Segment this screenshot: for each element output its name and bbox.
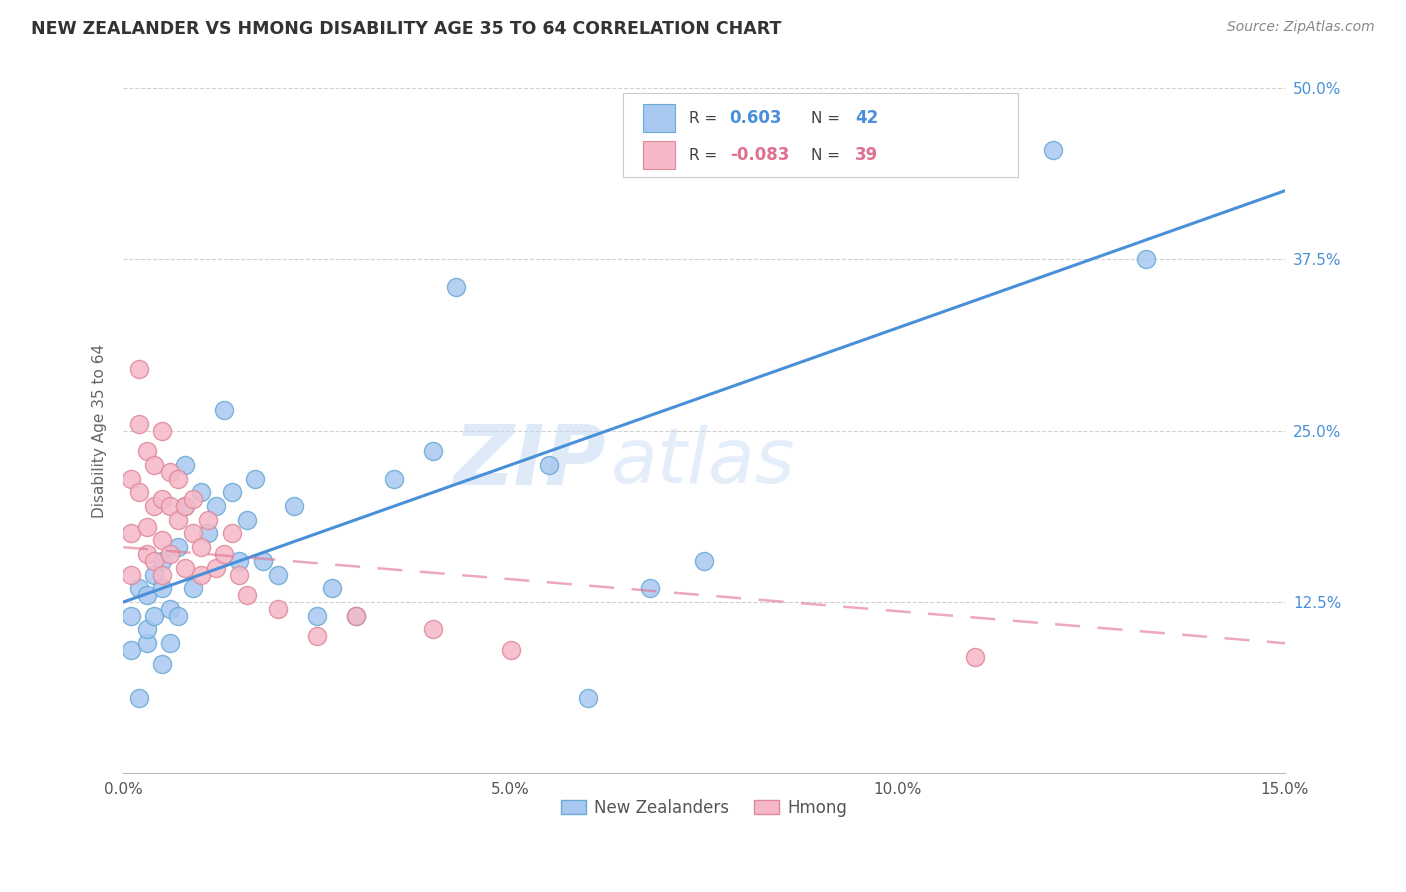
Point bbox=[422, 623, 444, 637]
Point bbox=[174, 458, 197, 472]
Point bbox=[243, 472, 266, 486]
Text: ZIP: ZIP bbox=[453, 421, 606, 502]
Point bbox=[205, 561, 228, 575]
Point bbox=[181, 526, 204, 541]
Point bbox=[1042, 143, 1064, 157]
Point bbox=[181, 582, 204, 596]
Text: 0.603: 0.603 bbox=[730, 110, 782, 128]
Text: Source: ZipAtlas.com: Source: ZipAtlas.com bbox=[1227, 20, 1375, 34]
Point bbox=[197, 526, 219, 541]
Point bbox=[344, 608, 367, 623]
Point bbox=[190, 485, 212, 500]
Point bbox=[135, 519, 157, 533]
Point bbox=[120, 567, 142, 582]
Point bbox=[128, 582, 150, 596]
Point bbox=[305, 608, 328, 623]
Point bbox=[166, 472, 188, 486]
Point bbox=[166, 540, 188, 554]
Point bbox=[120, 608, 142, 623]
Text: 39: 39 bbox=[855, 146, 879, 164]
Point bbox=[150, 657, 173, 671]
Text: R =: R = bbox=[689, 111, 723, 126]
FancyBboxPatch shape bbox=[623, 94, 1018, 177]
Text: atlas: atlas bbox=[612, 425, 796, 499]
Point bbox=[221, 526, 243, 541]
Text: N =: N = bbox=[811, 148, 845, 162]
Point bbox=[120, 526, 142, 541]
Point bbox=[159, 636, 181, 650]
Point bbox=[150, 533, 173, 548]
Text: N =: N = bbox=[811, 111, 845, 126]
Point bbox=[128, 485, 150, 500]
Point bbox=[236, 513, 259, 527]
Point bbox=[236, 588, 259, 602]
Point bbox=[166, 608, 188, 623]
Point bbox=[143, 499, 166, 513]
Point bbox=[150, 582, 173, 596]
Point bbox=[252, 554, 274, 568]
Point bbox=[143, 458, 166, 472]
Point bbox=[228, 567, 250, 582]
Point bbox=[128, 691, 150, 706]
Point bbox=[120, 643, 142, 657]
Point bbox=[190, 567, 212, 582]
Point bbox=[576, 691, 599, 706]
Point bbox=[344, 608, 367, 623]
Text: R =: R = bbox=[689, 148, 723, 162]
Point bbox=[150, 424, 173, 438]
Point bbox=[267, 567, 290, 582]
Point bbox=[128, 417, 150, 431]
Point bbox=[1135, 252, 1157, 267]
Bar bbox=[643, 141, 675, 169]
Point bbox=[135, 588, 157, 602]
Point bbox=[150, 554, 173, 568]
Point bbox=[128, 362, 150, 376]
Point bbox=[538, 458, 561, 472]
Point bbox=[422, 444, 444, 458]
Point bbox=[693, 554, 716, 568]
Point bbox=[181, 492, 204, 507]
Point bbox=[382, 472, 405, 486]
Bar bbox=[643, 104, 675, 132]
Point bbox=[638, 582, 661, 596]
Point bbox=[499, 643, 522, 657]
Point bbox=[150, 492, 173, 507]
Point bbox=[135, 623, 157, 637]
Point bbox=[143, 567, 166, 582]
Text: 42: 42 bbox=[855, 110, 879, 128]
Legend: New Zealanders, Hmong: New Zealanders, Hmong bbox=[554, 792, 853, 823]
Point bbox=[135, 636, 157, 650]
Point bbox=[166, 513, 188, 527]
Point bbox=[205, 499, 228, 513]
Point bbox=[143, 608, 166, 623]
Point bbox=[159, 602, 181, 616]
Point bbox=[321, 582, 343, 596]
Point bbox=[446, 279, 468, 293]
Text: -0.083: -0.083 bbox=[730, 146, 789, 164]
Point bbox=[221, 485, 243, 500]
Point bbox=[174, 561, 197, 575]
Point bbox=[150, 567, 173, 582]
Y-axis label: Disability Age 35 to 64: Disability Age 35 to 64 bbox=[93, 343, 107, 517]
Point bbox=[135, 547, 157, 561]
Point bbox=[197, 513, 219, 527]
Point bbox=[174, 499, 197, 513]
Point bbox=[283, 499, 305, 513]
Point bbox=[135, 444, 157, 458]
Point bbox=[159, 465, 181, 479]
Point bbox=[305, 629, 328, 643]
Point bbox=[228, 554, 250, 568]
Point bbox=[212, 403, 235, 417]
Point bbox=[267, 602, 290, 616]
Point bbox=[212, 547, 235, 561]
Text: NEW ZEALANDER VS HMONG DISABILITY AGE 35 TO 64 CORRELATION CHART: NEW ZEALANDER VS HMONG DISABILITY AGE 35… bbox=[31, 20, 782, 37]
Point bbox=[159, 547, 181, 561]
Point bbox=[143, 554, 166, 568]
Point bbox=[120, 472, 142, 486]
Point bbox=[174, 499, 197, 513]
Point bbox=[965, 649, 987, 664]
Point bbox=[190, 540, 212, 554]
Point bbox=[159, 499, 181, 513]
